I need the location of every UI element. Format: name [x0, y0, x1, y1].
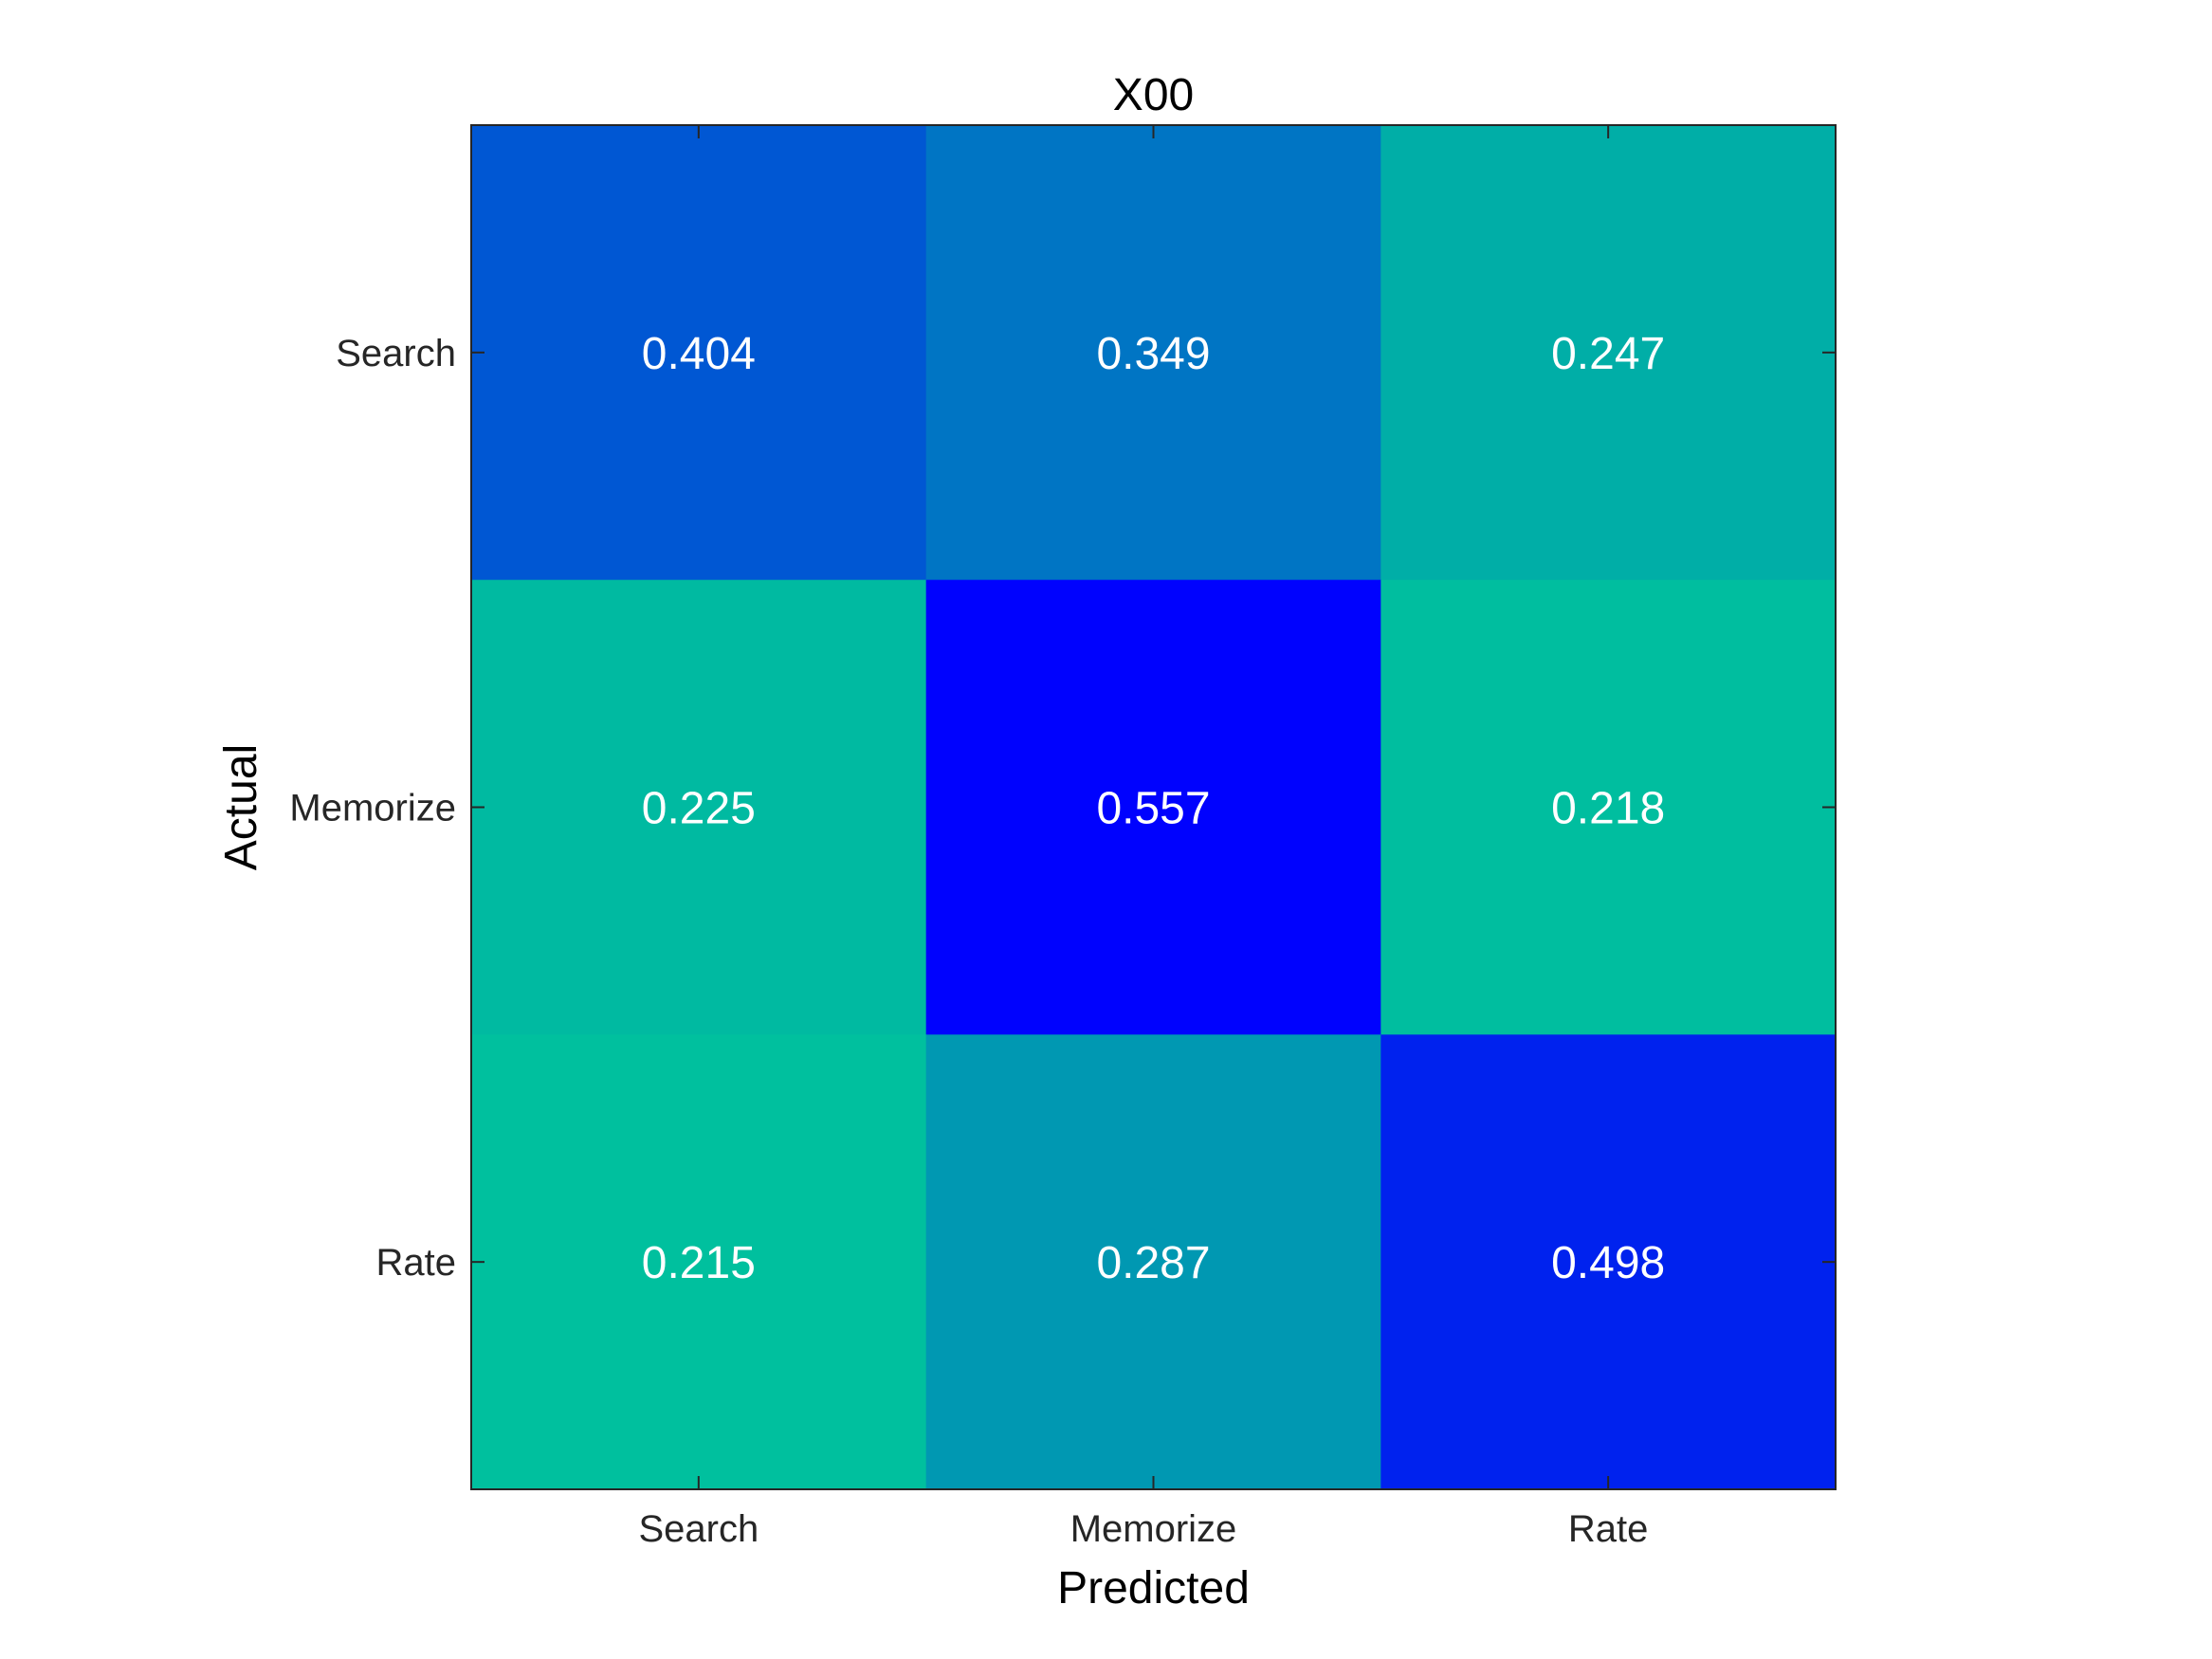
cell-value-label: 0.404 — [642, 329, 756, 379]
x-tick-label: Rate — [1568, 1508, 1649, 1550]
heatmap-cell — [1380, 1034, 1837, 1490]
heatmap-cell — [471, 1034, 927, 1490]
cell-value-label: 0.247 — [1551, 329, 1665, 379]
x-tick-label: Search — [638, 1508, 759, 1550]
cell-value-label: 0.557 — [1096, 784, 1210, 834]
y-tick-label: Rate — [376, 1242, 457, 1284]
heatmap-cell — [471, 125, 927, 581]
cell-value-label: 0.218 — [1551, 784, 1665, 834]
cell-value-label: 0.287 — [1096, 1238, 1210, 1288]
heatmap-cell — [925, 1034, 1381, 1490]
heatmap-cell — [471, 579, 927, 1035]
cell-value-label: 0.215 — [642, 1238, 756, 1288]
y-tick-label: Search — [336, 333, 456, 374]
heatmap-cell — [1380, 125, 1837, 581]
cell-value-label: 0.498 — [1551, 1238, 1665, 1288]
heatmap-cell-labels: 0.404 0.349 0.247 0.225 0.557 0.218 0.215 0.287… — [642, 329, 1665, 1288]
y-tick-label: Memorize — [289, 788, 456, 830]
cell-value-label: 0.225 — [642, 784, 756, 834]
heatmap-cells — [471, 125, 1837, 1490]
heatmap-cell — [925, 579, 1381, 1035]
chart-title: X00 — [1113, 70, 1194, 120]
x-axis-tick-labels: Search Memorize Rate — [638, 1508, 1648, 1550]
heatmap-cell — [1380, 579, 1837, 1035]
axis-ticks — [471, 125, 1836, 1489]
x-axis-title: Predicted — [1057, 1563, 1250, 1613]
y-axis-title: Actual — [216, 744, 266, 870]
cell-value-label: 0.349 — [1096, 329, 1210, 379]
x-tick-label: Memorize — [1070, 1508, 1237, 1550]
heatmap-cell — [925, 125, 1381, 581]
y-axis-tick-labels: Search Memorize Rate — [289, 333, 456, 1284]
